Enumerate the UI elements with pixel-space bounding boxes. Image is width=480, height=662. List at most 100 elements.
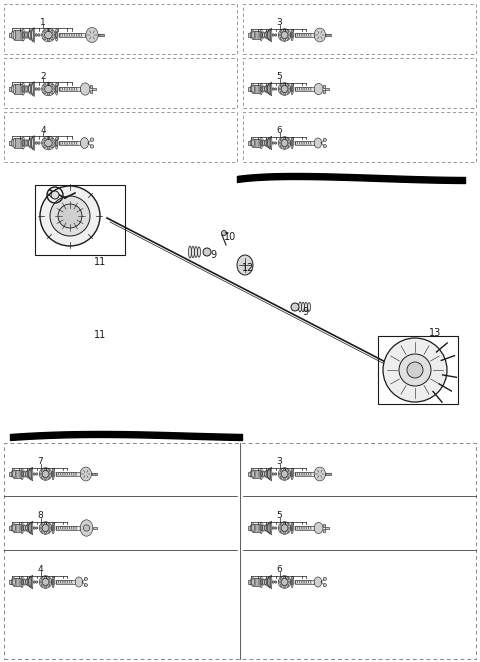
Ellipse shape (263, 86, 264, 92)
Ellipse shape (45, 522, 47, 524)
Ellipse shape (41, 584, 44, 587)
Bar (14, 84, 23, 94)
Ellipse shape (22, 137, 24, 149)
Ellipse shape (287, 578, 289, 580)
Text: 6: 6 (276, 126, 282, 136)
Ellipse shape (314, 138, 322, 148)
Circle shape (45, 139, 52, 147)
Ellipse shape (49, 473, 51, 475)
Ellipse shape (21, 577, 24, 588)
Ellipse shape (29, 577, 30, 587)
Bar (9, 472, 12, 476)
Ellipse shape (260, 83, 263, 95)
Ellipse shape (252, 577, 254, 587)
Ellipse shape (45, 585, 47, 588)
Ellipse shape (280, 37, 282, 39)
Circle shape (278, 576, 291, 589)
Ellipse shape (263, 579, 264, 585)
Bar (248, 472, 251, 476)
Bar (14, 138, 23, 148)
Ellipse shape (12, 140, 13, 146)
Ellipse shape (23, 32, 24, 38)
Ellipse shape (279, 34, 281, 36)
Ellipse shape (280, 476, 282, 479)
Ellipse shape (81, 138, 88, 148)
Ellipse shape (261, 86, 262, 92)
Bar (248, 87, 251, 91)
Ellipse shape (42, 142, 45, 144)
Circle shape (36, 527, 38, 529)
Ellipse shape (30, 30, 32, 40)
Ellipse shape (291, 83, 293, 95)
Ellipse shape (263, 32, 264, 38)
Ellipse shape (194, 247, 197, 258)
Bar (295, 87, 313, 91)
Ellipse shape (263, 471, 264, 477)
Bar (253, 577, 261, 587)
Circle shape (42, 579, 49, 585)
Ellipse shape (51, 91, 53, 94)
Ellipse shape (260, 522, 263, 534)
Bar (14, 30, 23, 40)
Ellipse shape (268, 138, 269, 148)
Circle shape (324, 144, 326, 148)
Circle shape (221, 230, 227, 236)
Ellipse shape (27, 85, 29, 93)
Ellipse shape (48, 578, 50, 580)
Circle shape (278, 522, 291, 534)
Ellipse shape (189, 246, 192, 258)
Ellipse shape (48, 469, 50, 472)
Ellipse shape (283, 83, 286, 85)
Ellipse shape (30, 522, 32, 534)
Ellipse shape (266, 139, 268, 147)
Bar (378, 336, 458, 404)
Ellipse shape (280, 91, 282, 93)
Circle shape (39, 576, 52, 589)
Ellipse shape (51, 37, 53, 40)
Ellipse shape (49, 527, 51, 529)
Ellipse shape (41, 469, 44, 472)
Ellipse shape (269, 576, 271, 588)
Bar (295, 581, 313, 584)
Ellipse shape (22, 471, 23, 477)
Bar (295, 526, 313, 530)
Ellipse shape (266, 470, 268, 478)
Ellipse shape (291, 525, 293, 531)
Ellipse shape (279, 581, 281, 583)
Bar (253, 469, 261, 479)
Circle shape (281, 85, 288, 93)
Ellipse shape (26, 525, 27, 531)
Ellipse shape (283, 577, 286, 579)
Ellipse shape (288, 88, 290, 90)
Ellipse shape (288, 34, 290, 36)
Ellipse shape (268, 523, 269, 533)
Circle shape (278, 467, 291, 481)
Circle shape (50, 196, 90, 236)
Ellipse shape (252, 85, 254, 93)
Ellipse shape (261, 140, 262, 146)
Ellipse shape (44, 37, 46, 40)
Circle shape (272, 34, 275, 36)
Ellipse shape (261, 471, 262, 477)
Bar (248, 526, 251, 530)
Bar (325, 527, 329, 529)
Ellipse shape (52, 34, 55, 36)
Ellipse shape (32, 28, 33, 42)
Bar (56, 581, 74, 584)
Ellipse shape (42, 88, 45, 90)
Ellipse shape (237, 255, 253, 275)
Circle shape (36, 581, 38, 583)
Ellipse shape (24, 525, 26, 531)
Bar (4, 58, 237, 108)
Ellipse shape (265, 86, 266, 92)
Circle shape (42, 471, 49, 477)
Ellipse shape (265, 579, 266, 585)
Ellipse shape (45, 468, 47, 471)
Ellipse shape (288, 473, 290, 475)
Text: 4: 4 (40, 126, 46, 134)
Circle shape (275, 142, 277, 144)
Ellipse shape (26, 471, 27, 477)
Text: 11: 11 (94, 330, 106, 340)
Ellipse shape (265, 471, 266, 477)
Circle shape (42, 136, 55, 150)
